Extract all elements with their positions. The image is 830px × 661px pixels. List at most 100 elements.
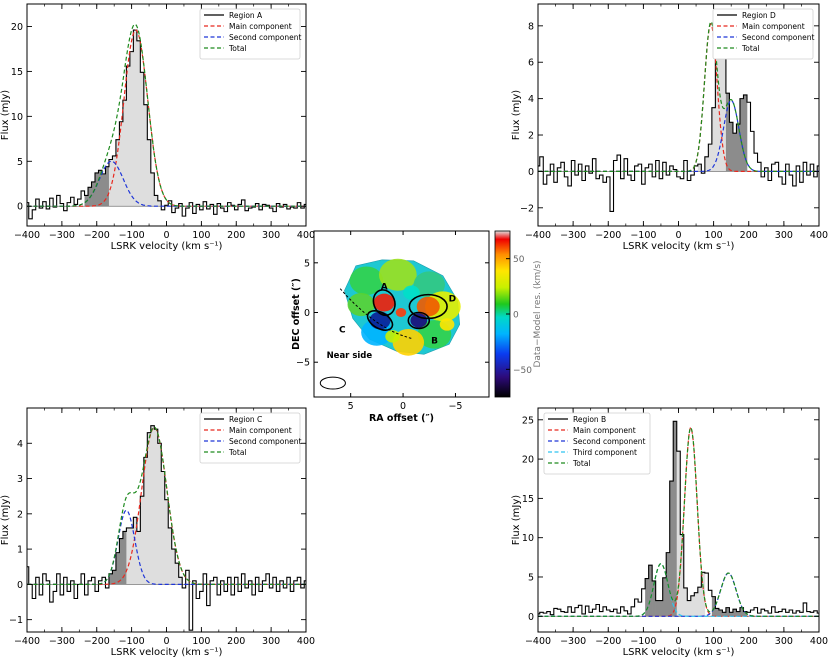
flux-fill-bar	[718, 609, 723, 617]
x-tick-label: −400	[14, 230, 40, 241]
flux-fill-bar	[648, 565, 653, 617]
plot-area	[27, 425, 306, 631]
legend-box	[712, 8, 814, 60]
fit-curve-total	[27, 23, 306, 207]
legend-entry: Second component	[573, 437, 645, 446]
flux-fill-bar	[168, 527, 173, 585]
x-axis-label: LSRK velocity (km s⁻¹)	[111, 647, 223, 657]
flux-fill-bar	[725, 93, 730, 172]
y-tick-label: 0	[17, 580, 23, 591]
flux-fill-bar	[140, 496, 145, 585]
spectrum-panel-d: −400 −300 −200 −100 0 100 200 300 400 −2 0 2 4 6 8 LSRK…	[511, 3, 828, 252]
flux-fill-bar	[140, 72, 145, 207]
flux-fill-bar	[157, 443, 162, 585]
flux-fill-bar	[112, 570, 117, 585]
flux-fill-bar	[108, 159, 113, 207]
plot-area	[27, 23, 306, 220]
x-tick-label: 400	[810, 230, 828, 241]
x-axis-label: LSRK velocity (km s⁻¹)	[623, 241, 735, 252]
y-tick-label: 5	[17, 157, 23, 168]
y-tick-label: 1	[17, 545, 23, 556]
flux-fill-bar	[736, 611, 741, 617]
flux-fill-bar	[739, 607, 744, 617]
x-tick-label: 100	[705, 636, 723, 647]
flux-fill-bar	[732, 133, 737, 172]
y-tick-label: 20	[522, 455, 534, 466]
x-tick-label: −400	[14, 636, 40, 647]
legend-entry: Third component	[572, 448, 637, 457]
flux-fill-bar	[115, 552, 120, 585]
y-tick-label: 10	[11, 112, 23, 123]
y-tick-label: 4	[528, 94, 534, 105]
flux-fill-bar	[129, 51, 134, 207]
map-frame	[313, 230, 490, 398]
y-tick-label: 2	[528, 131, 534, 142]
near-side-label: Near side	[327, 351, 373, 361]
flux-fill-bar	[662, 577, 667, 617]
legend-entry: Second component	[742, 33, 814, 42]
x-tick-label: −300	[49, 636, 75, 647]
map-x-tick-label: 0	[400, 401, 406, 412]
flux-fill-bar	[715, 49, 720, 172]
y-tick-label: 10	[522, 533, 534, 544]
flux-fill-bar	[164, 499, 169, 585]
x-tick-label: 0	[675, 636, 681, 647]
x-tick-label: −400	[525, 230, 551, 241]
residual-patch	[349, 266, 384, 295]
spectrum-panel-c: −400 −300 −200 −100 0 100 200 300 400 −1 0 1 2 3 4 LSRK…	[0, 407, 315, 658]
x-axis-label: LSRK velocity (km s⁻¹)	[623, 647, 735, 657]
legend-box	[199, 8, 301, 60]
legend-entry: Region C	[229, 415, 262, 424]
flux-fill-bar	[652, 580, 656, 617]
flux-fill-bar	[136, 40, 141, 207]
flux-fill-bar	[98, 170, 103, 207]
x-tick-label: 300	[262, 230, 280, 241]
spectrum-panel-a: −400 −300 −200 −100 0 100 200 300 400 0 5 10 15 20 LSR…	[0, 3, 315, 252]
x-tick-label: −300	[560, 636, 586, 647]
spectrum-panel-b: −400 −300 −200 −100 0 100 200 300 400 0 5 10 15 20 25 L…	[511, 407, 828, 658]
legend-entry: Main component	[742, 22, 805, 31]
flux-fill-bar	[701, 572, 706, 617]
flux-step-histogram	[538, 420, 819, 616]
flux-fill-bar	[122, 100, 127, 207]
map-y-tick-label: −5	[296, 358, 310, 369]
residual-patch	[347, 292, 375, 317]
y-axis-label: Flux (mJy)	[511, 90, 522, 140]
flux-fill-bar	[676, 451, 681, 617]
flux-fill-bar	[133, 517, 138, 585]
x-tick-label: 400	[810, 636, 828, 647]
legend-entry: Main component	[573, 426, 636, 435]
flux-fill-bar	[732, 609, 737, 617]
flux-fill-bar	[112, 155, 117, 207]
map-y-tick-label: 5	[304, 258, 310, 269]
x-tick-label: −100	[119, 636, 145, 647]
region-ellipse-c	[366, 309, 394, 331]
map-y-axis-label: DEC offset (″)	[291, 278, 302, 350]
fit-curve-total	[538, 21, 819, 172]
fit-curve-total	[27, 426, 306, 586]
region-ellipse-b	[407, 311, 431, 330]
map-x-axis-label: RA offset (″)	[369, 413, 434, 424]
x-tick-label: 200	[740, 230, 758, 241]
residual-patch	[392, 328, 425, 356]
colorbar-tick-label: 0	[513, 311, 519, 321]
region-label-b: B	[431, 336, 438, 346]
beam-ellipse	[319, 376, 346, 390]
x-tick-label: 300	[262, 636, 280, 647]
flux-fill-bar	[704, 156, 709, 172]
flux-fill-bar	[697, 164, 702, 172]
flux-fill-bar	[708, 144, 713, 172]
legend-box	[543, 412, 651, 475]
flux-fill-bar	[101, 173, 106, 207]
legend: Region A Main component Second component To…	[199, 8, 301, 60]
legend-entry: Total	[228, 44, 247, 53]
flux-fill-bar	[729, 612, 734, 617]
fit-curve-total	[538, 427, 819, 617]
map-x-tick-label: 5	[348, 401, 354, 412]
flux-fill-bar	[147, 139, 152, 207]
y-tick-label: 3	[17, 474, 23, 485]
y-tick-label: −2	[520, 203, 534, 214]
y-tick-label: 8	[528, 21, 534, 32]
flux-fill-bar	[119, 538, 124, 585]
colorbar-tick-label: 50	[513, 255, 525, 265]
